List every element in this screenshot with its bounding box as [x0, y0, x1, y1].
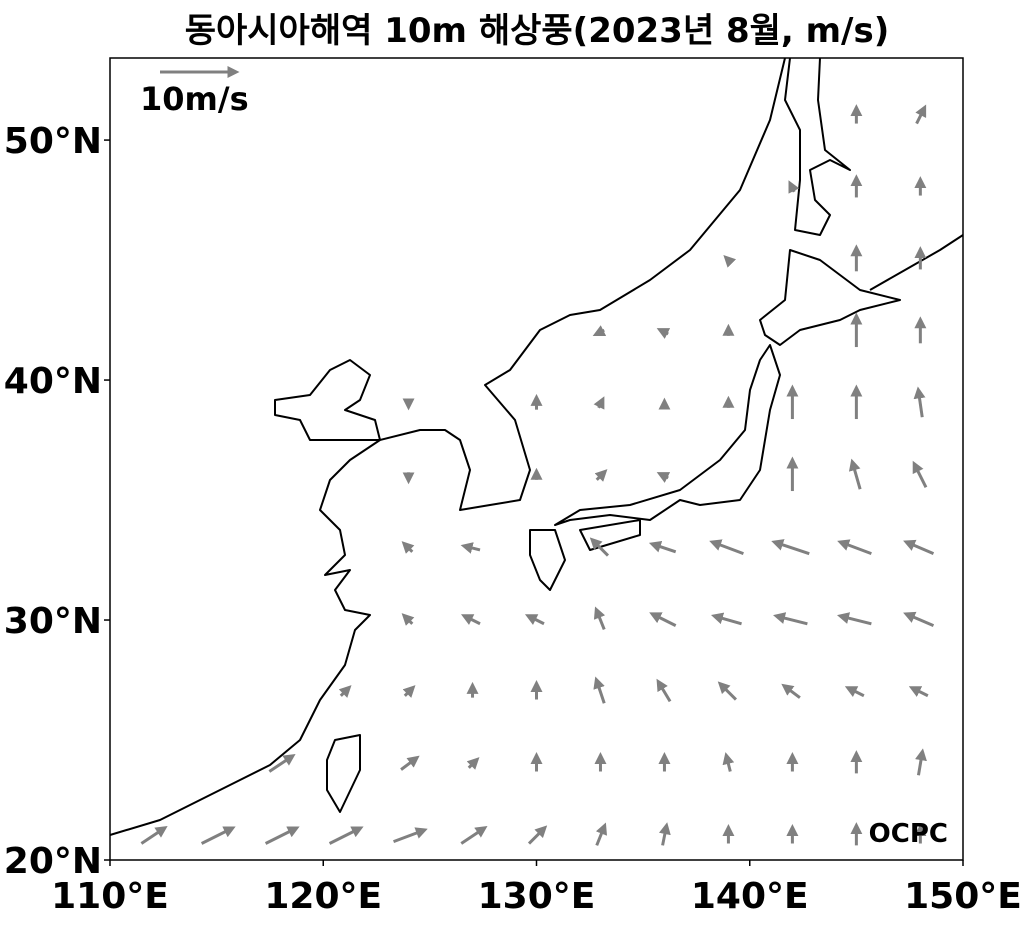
x-tick-label: 150°E [904, 876, 1022, 917]
wind-arrow [648, 540, 677, 554]
wind-arrow [649, 612, 677, 627]
x-tick-label: 120°E [264, 876, 382, 917]
wind-arrow [460, 542, 481, 554]
wind-arrow [592, 325, 607, 336]
wind-arrow [461, 614, 481, 626]
y-tick-label: 40°N [4, 361, 102, 402]
wind-arrow [466, 757, 480, 770]
wind-arrow [593, 396, 605, 410]
reference-arrow-label: 10m/s [140, 80, 249, 118]
wind-arrow [524, 614, 545, 626]
wind-arrow [400, 755, 420, 771]
wind-arrow [460, 826, 488, 845]
wind-arrow [908, 686, 929, 698]
wind-arrow [915, 104, 927, 125]
wind-arrow [717, 681, 737, 701]
wind-arrow [593, 676, 606, 704]
wind-arrow [837, 539, 872, 556]
coastline-mainland [109, 57, 786, 836]
coastline-honshu [554, 344, 781, 526]
coastlines [109, 57, 964, 836]
coastline-kuril [869, 234, 964, 291]
wind-arrow [773, 612, 808, 626]
x-tick-label: 130°E [478, 876, 596, 917]
wind-arrow [771, 539, 810, 556]
wind-arrow [656, 678, 672, 703]
wind-arrow [781, 683, 801, 699]
wind-arrow [710, 612, 742, 626]
wind-arrow [788, 180, 800, 194]
wind-arrow [264, 826, 300, 845]
y-tick-label: 30°N [4, 601, 102, 642]
wind-arrow [837, 612, 872, 626]
wind-arrow [913, 386, 926, 418]
wind-arrow [589, 537, 610, 557]
wind-arrow [402, 685, 416, 698]
wind-arrow [844, 686, 865, 698]
coastline-taiwan [326, 734, 361, 813]
wind-arrow [393, 827, 428, 844]
wind-arrow [903, 539, 935, 556]
wind-arrow [338, 685, 352, 698]
wind-arrow [915, 748, 927, 776]
wind-arrow [140, 826, 168, 845]
wind-arrow [593, 606, 606, 630]
y-tick-label: 50°N [4, 121, 102, 162]
wind-arrow [903, 611, 935, 628]
wind-arrow [401, 613, 415, 626]
wind-arrow [595, 822, 608, 846]
wind-arrow [527, 825, 548, 845]
x-tick-label: 140°E [691, 876, 809, 917]
wind-arrow [328, 826, 364, 845]
coastline-sakhalin [784, 57, 851, 236]
wind-arrow [709, 539, 744, 556]
y-tick-label: 20°N [4, 841, 102, 882]
wind-arrow [268, 754, 296, 773]
x-tick-label: 110°E [51, 876, 169, 917]
coastline-kyushu [529, 529, 566, 591]
wind-arrow [723, 255, 737, 268]
wind-arrow [594, 469, 608, 482]
wind-arrow [656, 328, 671, 339]
wind-arrows [140, 104, 935, 846]
wind-arrow [656, 472, 671, 483]
coastline-shikoku [579, 519, 641, 551]
coastline-hokkaido [759, 249, 901, 346]
title: 동아시아해역 10m 해상풍(2023년 8월, m/s) [185, 11, 890, 51]
wind-arrow [658, 822, 671, 846]
credit: OCPC [869, 819, 948, 849]
wind-arrow [401, 541, 415, 554]
wind-arrow [200, 826, 236, 845]
wind-arrow [912, 460, 928, 488]
wind-arrow [722, 752, 735, 772]
map-frame [109, 57, 964, 861]
wind-arrow [848, 458, 862, 490]
